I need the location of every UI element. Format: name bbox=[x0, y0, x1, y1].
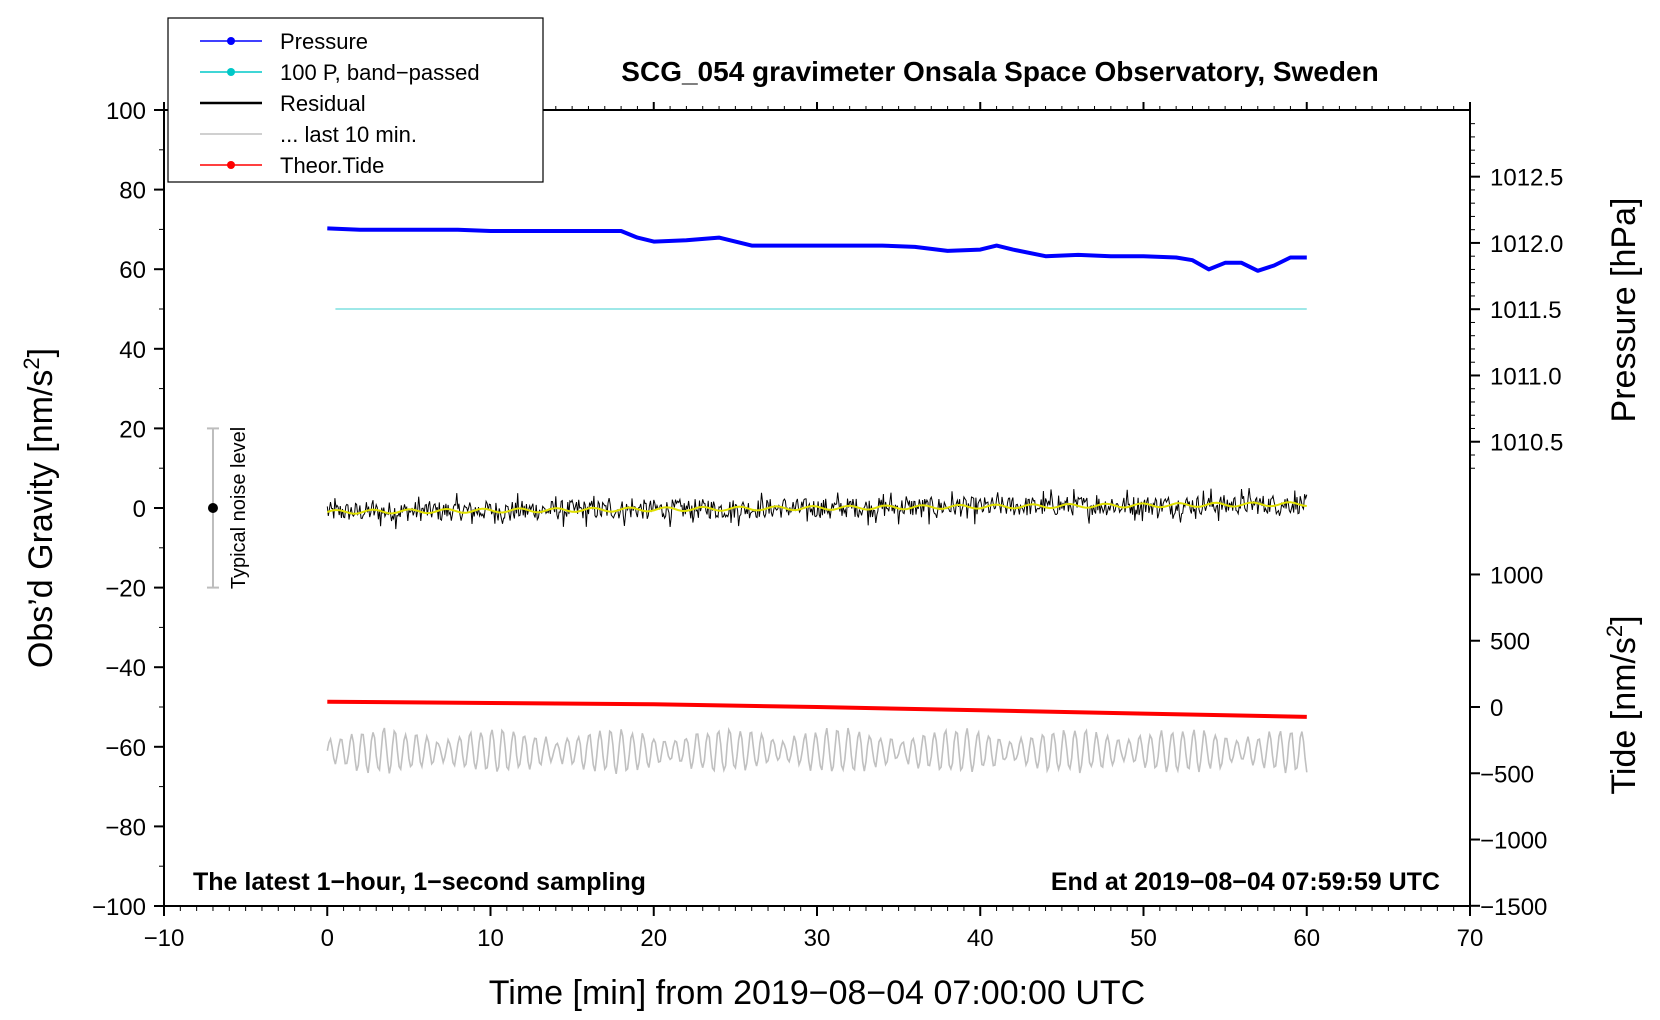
x-tick-label: 60 bbox=[1293, 925, 1320, 952]
legend-label: Theor.Tide bbox=[280, 153, 384, 178]
tide-tick-label: 0 bbox=[1490, 695, 1503, 722]
tide-line bbox=[327, 699, 1307, 719]
y-axis-title-left: Obs’d Gravity [nm/s2] bbox=[19, 348, 60, 668]
tide-tick-label: −1000 bbox=[1480, 828, 1547, 855]
legend-swatch-marker bbox=[227, 161, 235, 169]
tide-tick-label: 500 bbox=[1490, 629, 1530, 656]
y-tick-label: 60 bbox=[119, 257, 146, 284]
y-tick-label: −20 bbox=[105, 576, 146, 603]
annotation-sampling: The latest 1−hour, 1−second sampling bbox=[193, 868, 646, 896]
last-10-min-line bbox=[326, 726, 1308, 775]
legend-label: ... last 10 min. bbox=[280, 122, 417, 147]
x-tick-label: 0 bbox=[321, 925, 334, 952]
legend-label: Residual bbox=[280, 91, 366, 116]
x-tick-label: −10 bbox=[144, 925, 185, 952]
tide-tick-label: −1500 bbox=[1480, 894, 1547, 921]
pressure-tick-label: 1012.5 bbox=[1490, 165, 1563, 192]
pressure-tick-label: 1011.0 bbox=[1490, 363, 1562, 390]
x-tick-label: 50 bbox=[1130, 925, 1157, 952]
pressure-tick-label: 1010.5 bbox=[1490, 430, 1563, 457]
residual-smoothed-line bbox=[326, 501, 1307, 515]
legend-swatch-marker bbox=[227, 68, 235, 76]
y-tick-label: 0 bbox=[133, 496, 146, 523]
y-axis-title-tide: Tide [nm/s2] bbox=[1602, 615, 1643, 794]
chart-title: SCG_054 gravimeter Onsala Space Observat… bbox=[621, 56, 1378, 87]
y-axis-title-pressure: Pressure [hPa] bbox=[1605, 198, 1643, 423]
tide-tick-label: −500 bbox=[1480, 761, 1534, 788]
x-tick-label: 40 bbox=[967, 925, 994, 952]
legend-label: 100 P, band−passed bbox=[280, 60, 480, 85]
y-tick-label: 40 bbox=[119, 337, 146, 364]
legend-label: Pressure bbox=[280, 29, 368, 54]
pressure-tick-label: 1011.5 bbox=[1490, 297, 1562, 324]
tide-tick-label: 1000 bbox=[1490, 562, 1543, 589]
pressure-tick-label: 1012.0 bbox=[1490, 231, 1563, 258]
series-layer bbox=[326, 226, 1308, 775]
pressure-line bbox=[327, 226, 1307, 273]
x-axis-title: Time [min] from 2019−08−04 07:00:00 UTC bbox=[489, 974, 1145, 1012]
x-tick-label: 10 bbox=[477, 925, 504, 952]
y-tick-label: 100 bbox=[106, 98, 146, 125]
y-tick-label: −100 bbox=[92, 894, 146, 921]
y-tick-label: −80 bbox=[105, 814, 146, 841]
legend: Pressure 100 P, band−passed Residual ... la… bbox=[167, 17, 544, 183]
y-tick-label: 80 bbox=[119, 178, 146, 205]
noise-level-indicator: Typical noise level bbox=[206, 427, 250, 589]
y-tick-label: −60 bbox=[105, 735, 146, 762]
x-tick-label: 20 bbox=[640, 925, 667, 952]
y-tick-label: −40 bbox=[105, 655, 146, 682]
tick-layer: −10 0 10 20 30 40 50 60 70100806040200−20−40−60−… bbox=[92, 98, 1563, 952]
x-tick-label: 30 bbox=[804, 925, 831, 952]
y-tick-label: 20 bbox=[119, 416, 146, 443]
legend-swatch-marker bbox=[227, 37, 235, 45]
noise-bar-label: Typical noise level bbox=[228, 427, 250, 589]
annotation-end-time: End at 2019−08−04 07:59:59 UTC bbox=[1051, 868, 1440, 896]
legend-box bbox=[167, 17, 544, 183]
x-tick-label: 70 bbox=[1457, 925, 1484, 952]
noise-bar-dot bbox=[207, 503, 218, 513]
